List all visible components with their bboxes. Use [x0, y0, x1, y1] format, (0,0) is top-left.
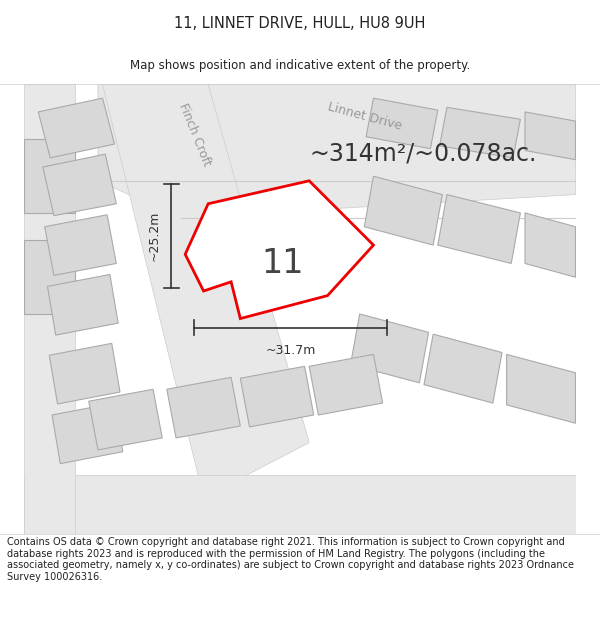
Polygon shape: [103, 84, 309, 498]
Text: Contains OS data © Crown copyright and database right 2021. This information is : Contains OS data © Crown copyright and d…: [7, 537, 574, 582]
Text: ~25.2m: ~25.2m: [148, 211, 160, 261]
Polygon shape: [350, 314, 428, 383]
Text: Finch Croft: Finch Croft: [176, 101, 213, 168]
Polygon shape: [309, 354, 383, 415]
Text: ~314m²/~0.078ac.: ~314m²/~0.078ac.: [309, 141, 536, 165]
Polygon shape: [167, 378, 241, 438]
Polygon shape: [25, 139, 75, 213]
Polygon shape: [366, 98, 438, 149]
Polygon shape: [89, 389, 162, 450]
Polygon shape: [525, 213, 575, 278]
Polygon shape: [47, 274, 118, 335]
Polygon shape: [52, 403, 123, 464]
Text: ~31.7m: ~31.7m: [266, 344, 316, 357]
Polygon shape: [364, 176, 442, 245]
Polygon shape: [506, 354, 575, 423]
Polygon shape: [44, 215, 116, 276]
Text: Linnet Drive: Linnet Drive: [326, 101, 403, 132]
Polygon shape: [98, 84, 575, 217]
Polygon shape: [525, 112, 575, 159]
Polygon shape: [25, 474, 575, 534]
Polygon shape: [49, 343, 120, 404]
Polygon shape: [424, 334, 502, 403]
Polygon shape: [43, 154, 116, 216]
Text: 11, LINNET DRIVE, HULL, HU8 9UH: 11, LINNET DRIVE, HULL, HU8 9UH: [175, 16, 425, 31]
Text: Map shows position and indicative extent of the property.: Map shows position and indicative extent…: [130, 59, 470, 72]
Polygon shape: [38, 98, 115, 158]
Polygon shape: [25, 241, 75, 314]
Polygon shape: [241, 366, 314, 427]
Polygon shape: [438, 194, 520, 264]
Text: 11: 11: [262, 247, 304, 280]
Polygon shape: [25, 84, 75, 534]
Polygon shape: [185, 181, 373, 319]
Polygon shape: [440, 107, 520, 158]
